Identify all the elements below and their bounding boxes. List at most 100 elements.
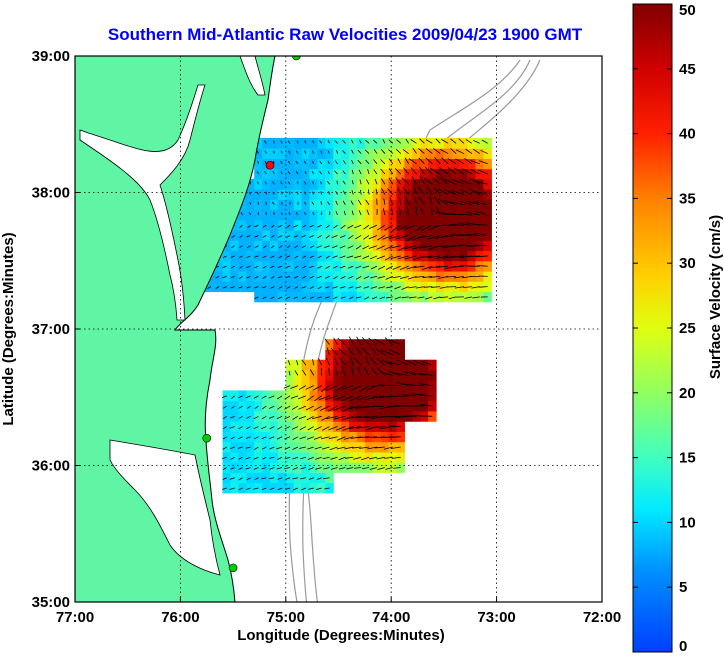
velocity-cell xyxy=(309,240,319,252)
velocity-arrow xyxy=(312,211,315,216)
velocity-arrow xyxy=(344,446,354,450)
velocity-arrow xyxy=(336,149,338,154)
velocity-arrow xyxy=(377,367,386,376)
velocity-arrow xyxy=(341,415,354,421)
velocity-arrow xyxy=(288,191,291,195)
velocity-arrow xyxy=(427,235,441,240)
y-tick-label: 35:00 xyxy=(32,594,70,611)
velocity-arrow xyxy=(357,149,362,154)
velocity-arrow xyxy=(240,212,243,216)
velocity-arrow xyxy=(334,170,338,175)
velocity-cell xyxy=(317,472,326,484)
velocity-arrow xyxy=(325,265,330,270)
velocity-arrow xyxy=(296,191,299,195)
velocity-arrow xyxy=(254,245,259,249)
velocity-arrow xyxy=(238,436,243,440)
velocity-cell xyxy=(277,462,287,473)
velocity-arrow xyxy=(479,286,488,288)
velocity-arrow xyxy=(426,186,433,195)
velocity-arrow xyxy=(238,467,243,470)
velocity-arrow xyxy=(410,167,417,175)
velocity-arrow xyxy=(473,223,488,226)
velocity-arrow xyxy=(290,395,299,399)
velocity-arrow xyxy=(383,198,386,205)
velocity-arrow xyxy=(336,436,346,441)
velocity-arrow xyxy=(333,405,346,411)
velocity-arrow xyxy=(343,210,346,216)
velocity-arrow xyxy=(458,222,472,226)
velocity-arrow xyxy=(386,415,401,418)
x-tick-label: 72:00 xyxy=(583,609,621,626)
velocity-arrow xyxy=(382,208,386,216)
velocity-arrow xyxy=(385,265,393,270)
velocity-arrow xyxy=(302,224,307,228)
velocity-arrow xyxy=(286,245,291,249)
velocity-arrow xyxy=(368,245,378,249)
velocity-cell xyxy=(475,240,485,252)
velocity-arrow xyxy=(477,265,488,267)
velocity-arrow xyxy=(270,296,275,300)
velocity-arrow xyxy=(454,167,465,175)
velocity-arrow xyxy=(215,276,220,279)
velocity-arrow xyxy=(325,255,330,259)
velocity-cell xyxy=(333,410,342,422)
velocity-cell xyxy=(443,240,453,252)
velocity-arrow xyxy=(363,276,370,280)
velocity-arrow xyxy=(222,446,228,450)
velocity-cell xyxy=(230,410,239,422)
velocity-arrow xyxy=(304,212,307,216)
velocity-arrow xyxy=(342,367,346,376)
velocity-arrow xyxy=(222,276,227,279)
velocity-arrow xyxy=(428,265,441,269)
velocity-arrow xyxy=(354,467,362,469)
velocity-arrow xyxy=(254,446,259,450)
velocity-arrow xyxy=(321,385,330,392)
velocity-arrow xyxy=(346,467,354,470)
velocity-arrow xyxy=(351,210,354,216)
velocity-arrow xyxy=(261,426,267,430)
velocity-arrow xyxy=(245,395,251,399)
velocity-cell xyxy=(380,291,390,303)
velocity-arrow xyxy=(318,358,323,366)
velocity-arrow xyxy=(297,395,307,400)
velocity-arrow xyxy=(342,170,346,175)
velocity-arrow xyxy=(374,338,386,346)
velocity-arrow xyxy=(269,436,275,440)
velocity-arrow xyxy=(222,477,227,480)
velocity-arrow xyxy=(323,477,330,480)
x-tick-label: 74:00 xyxy=(372,609,410,626)
velocity-arrow xyxy=(355,296,362,299)
velocity-arrow xyxy=(314,426,322,431)
velocity-arrow xyxy=(465,148,473,154)
velocity-arrow xyxy=(372,426,385,429)
velocity-arrow xyxy=(349,296,354,300)
velocity-cell xyxy=(317,390,326,402)
velocity-cell xyxy=(309,380,319,392)
velocity-arrow xyxy=(305,405,314,411)
velocity-cell xyxy=(230,240,239,252)
velocity-arrow xyxy=(304,150,307,154)
velocity-arrow xyxy=(466,211,480,216)
velocity-cell xyxy=(380,250,390,262)
velocity-arrow xyxy=(444,189,457,195)
velocity-arrow xyxy=(239,245,243,249)
velocity-arrow xyxy=(305,385,314,390)
velocity-cell xyxy=(333,291,342,303)
velocity-arrow xyxy=(458,138,465,144)
velocity-cell xyxy=(309,482,319,494)
velocity-arrow xyxy=(384,224,394,231)
velocity-arrow xyxy=(253,395,259,399)
velocity-arrow xyxy=(332,286,338,289)
velocity-cell xyxy=(238,250,247,262)
velocity-cell xyxy=(309,158,319,170)
velocity-arrow xyxy=(288,370,291,376)
chart-title: Southern Mid-Atlantic Raw Velocities 200… xyxy=(108,25,583,44)
velocity-arrow xyxy=(364,395,378,401)
velocity-arrow xyxy=(439,286,449,289)
velocity-arrow xyxy=(294,245,299,249)
velocity-arrow xyxy=(442,212,457,216)
velocity-arrow xyxy=(471,286,480,289)
velocity-cell xyxy=(269,291,279,303)
velocity-arrow xyxy=(246,405,251,409)
velocity-arrow xyxy=(246,265,251,268)
